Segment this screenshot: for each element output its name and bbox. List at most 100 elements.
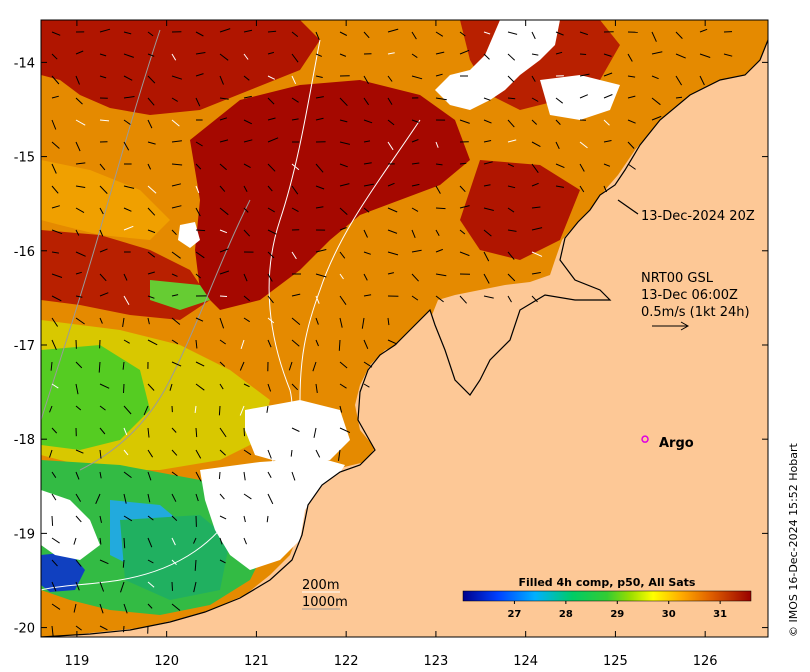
land-mass <box>41 20 768 637</box>
current-vector <box>267 30 277 33</box>
current-vector <box>123 141 130 151</box>
current-vector <box>290 449 293 457</box>
current-vector <box>507 229 517 232</box>
current-vector <box>435 73 443 77</box>
current-vector <box>123 405 132 415</box>
current-legend: NRT00 GSL 13-Dec 06:00Z 0.5m/s (1kt 24h) <box>641 271 750 331</box>
map-plot-area <box>41 20 768 637</box>
current-vector <box>147 141 156 145</box>
current-vector <box>435 295 444 303</box>
current-vector <box>339 227 347 231</box>
current-vector <box>219 295 228 297</box>
current-vectors <box>49 28 733 636</box>
current-vector <box>627 141 635 149</box>
current-vector <box>195 229 206 232</box>
current-vector <box>50 361 53 371</box>
current-vector <box>339 427 351 434</box>
current-vector <box>147 317 150 325</box>
current-vector <box>99 603 104 614</box>
current-vector <box>171 559 177 566</box>
current-vector <box>291 293 301 297</box>
current-vector <box>219 185 226 192</box>
current-vector <box>291 118 299 121</box>
current-vector <box>363 31 370 39</box>
current-vector <box>51 339 57 351</box>
nodata-sw <box>41 490 100 560</box>
current-vector <box>219 163 227 171</box>
sst-green-patch-east <box>150 280 210 310</box>
current-vector <box>75 97 83 105</box>
current-vector <box>51 317 59 327</box>
depth-legend: 200m 1000m <box>302 578 348 610</box>
current-vector <box>291 405 293 413</box>
current-vector <box>339 207 348 215</box>
track-date-label: 13-Dec-2024 20Z <box>641 209 755 224</box>
current-vector <box>483 75 491 78</box>
current-vector <box>339 97 348 107</box>
current-vector <box>387 339 398 345</box>
current-vector <box>195 339 198 349</box>
current-vector <box>243 207 249 213</box>
current-vector <box>411 162 420 165</box>
current-vector <box>195 383 205 391</box>
current-vector <box>483 31 491 35</box>
current-vector <box>387 52 395 55</box>
current-vector <box>338 449 341 461</box>
current-vector <box>387 317 390 326</box>
current-vector <box>315 295 320 304</box>
current-vector <box>123 625 125 633</box>
current-vector <box>435 229 440 237</box>
argo-float-marker[interactable] <box>641 435 649 443</box>
current-vector <box>387 251 399 256</box>
track-pointer-line <box>617 199 639 215</box>
current-vector <box>171 603 181 611</box>
current-vector <box>75 383 79 395</box>
current-source-label: NRT00 GSL <box>641 271 714 286</box>
current-vector <box>313 427 317 438</box>
current-vector <box>51 229 63 235</box>
current-vector <box>123 537 126 549</box>
current-vector <box>363 75 369 85</box>
colorbar-tick-label: 27 <box>507 609 521 620</box>
current-vector <box>675 75 683 86</box>
current-vector <box>339 141 351 145</box>
current-vector <box>123 427 128 436</box>
nodata-central <box>245 400 350 465</box>
lat-tick-label: -17 <box>14 339 35 354</box>
colorbar: Filled 4h comp, p50, All Sats 27 28 29 30 31 <box>462 576 752 620</box>
current-vector <box>171 140 182 143</box>
current-vector <box>51 141 60 149</box>
current-vector <box>147 559 154 564</box>
current-vector <box>75 515 82 523</box>
current-vector <box>171 449 178 456</box>
current-vector <box>315 317 319 325</box>
current-vector <box>315 96 324 99</box>
current-vector <box>99 537 102 545</box>
current-vector <box>51 471 57 478</box>
current-vector <box>603 72 613 77</box>
current-vector <box>267 97 275 105</box>
nodata-west <box>178 222 200 248</box>
current-vector <box>507 163 515 168</box>
current-vector <box>195 207 201 217</box>
current-vector <box>531 206 541 209</box>
current-vector <box>239 361 245 371</box>
current-vector <box>339 317 343 328</box>
current-vector <box>267 493 274 505</box>
current-vector <box>363 97 370 106</box>
current-vector <box>73 537 77 545</box>
current-vector <box>195 141 203 147</box>
current-vector <box>147 185 157 194</box>
current-vector <box>315 206 324 209</box>
current-vector <box>675 53 686 59</box>
current-vector <box>123 339 130 344</box>
current-vector <box>195 97 201 107</box>
current-vector <box>219 28 231 33</box>
current-vector <box>171 53 177 61</box>
lon-tick-label: 119 <box>64 654 89 669</box>
current-vector <box>651 75 659 80</box>
current-vector <box>267 449 272 459</box>
current-vector <box>483 273 490 284</box>
current-vector <box>147 581 155 588</box>
current-vector <box>483 161 493 165</box>
